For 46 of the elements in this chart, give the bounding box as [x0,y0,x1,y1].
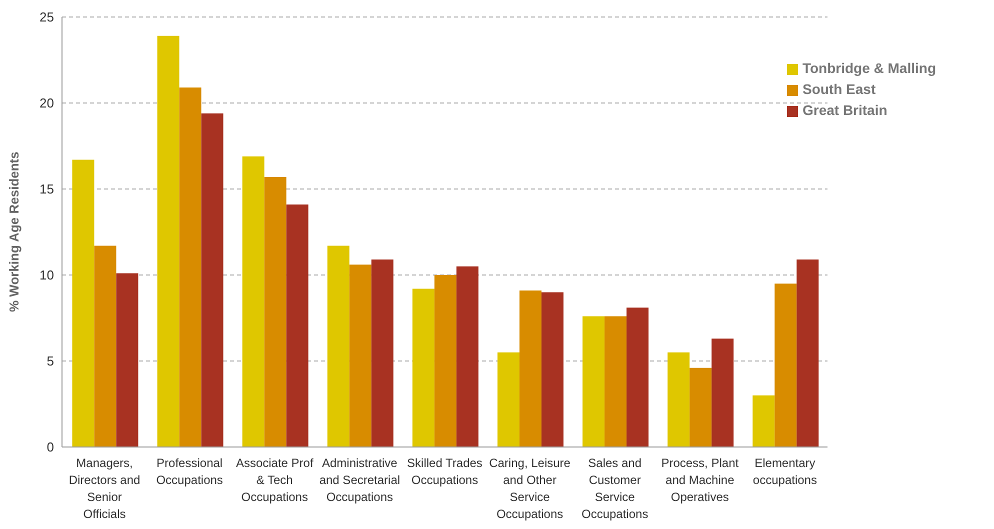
bar [752,395,775,447]
legend-label: Tonbridge & Malling [802,60,936,76]
bar [179,88,202,447]
bar [434,275,456,447]
bar [349,264,372,447]
y-tick-label: 15 [40,182,54,197]
y-tick-label: 20 [40,96,54,111]
bar [242,156,264,447]
bar [626,308,649,447]
x-tick-label: Sales and Customer Service Occupations [582,456,648,521]
bar [519,290,542,447]
bar [116,273,138,447]
x-tick-label: Administrative and Secretarial Occupations [319,456,400,504]
x-tick-label: Caring, Leisure and Other Service Occupations [489,456,571,521]
legend-label: Great Britain [802,102,888,118]
y-tick-label: 0 [46,440,54,455]
bar [774,284,797,447]
legend-label: South East [802,81,876,97]
bar [286,204,308,447]
bar [796,260,819,447]
bar [690,368,712,447]
x-tick-label: Associate Prof & Tech Occupations [236,456,314,504]
bar [72,160,94,447]
bar [541,292,564,447]
bar [604,316,627,447]
y-tick-label: 5 [46,354,54,369]
bar [94,246,116,447]
bar [497,352,520,447]
bar [412,288,434,447]
y-tick-label: 25 [40,10,54,25]
bar [201,113,224,447]
x-tick-label: Professional Occupations [156,456,223,487]
bar [371,260,394,447]
bar [157,36,180,447]
y-axis-title: % Working Age Residents [6,152,22,312]
bar [712,338,734,447]
x-tick-label: Skilled Trades Occupations [407,456,482,487]
x-tick-label: Elementary occupations [752,456,817,487]
x-tick-label: Process, Plant and Machine Operatives [661,456,740,504]
bar [582,316,605,447]
bar [456,266,478,447]
bar [327,246,350,447]
bar [264,176,286,447]
x-tick-label: Managers, Directors and Senior Officials [68,456,140,521]
bar [668,352,690,447]
y-tick-label: 10 [40,268,54,283]
